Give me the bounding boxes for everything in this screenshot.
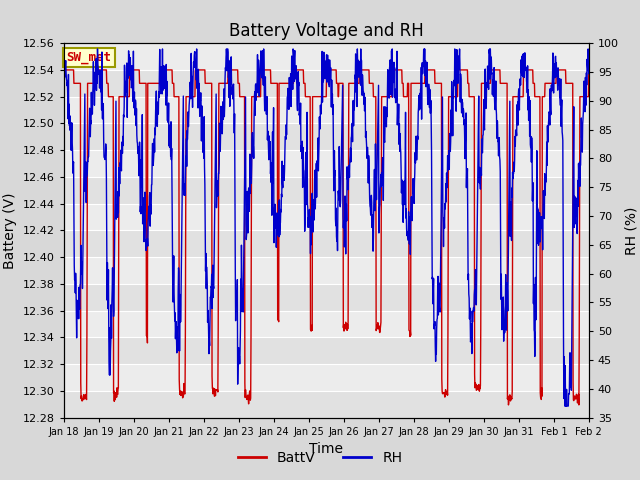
X-axis label: Time: Time [309,442,344,456]
BattV [303,94,310,99]
BattV [527,67,535,73]
RH [527,133,535,139]
RH [60,63,68,69]
BattV [579,94,586,99]
BattV [312,94,320,99]
BattV [504,402,512,408]
Bar [64,391,589,418]
Bar [64,337,589,364]
RH [579,122,586,128]
BattV [60,67,68,73]
RH [303,156,310,161]
BattV [585,67,593,73]
Title: Battery Voltage and RH: Battery Voltage and RH [229,22,424,40]
Line: RH: RH [64,49,589,406]
Y-axis label: RH (%): RH (%) [625,206,638,254]
RH [585,71,593,77]
BattV [142,81,150,86]
BattV [450,94,458,99]
RH [143,237,150,242]
Text: SW_met: SW_met [67,51,111,64]
Bar [64,230,589,257]
Bar [64,284,589,311]
RH [451,78,458,84]
Y-axis label: Battery (V): Battery (V) [3,192,17,269]
Bar [64,123,589,150]
RH [93,46,101,52]
RH [313,194,321,200]
Line: BattV: BattV [64,70,589,405]
Bar [64,70,589,96]
RH [561,403,569,409]
Legend: BattV, RH: BattV, RH [232,445,408,471]
Bar [64,177,589,204]
